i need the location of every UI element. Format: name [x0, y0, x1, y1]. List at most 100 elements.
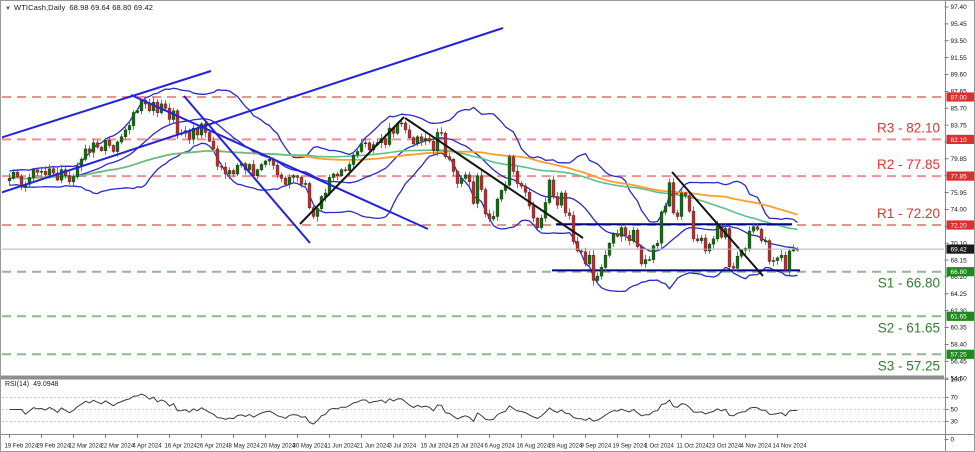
bull-candle — [267, 159, 272, 162]
bull-candle — [287, 177, 292, 185]
bull-candle — [747, 230, 752, 249]
bull-candle — [255, 169, 260, 177]
black-trendline[interactable] — [299, 116, 405, 225]
bear-candle — [335, 173, 340, 176]
black-trendline[interactable] — [404, 117, 584, 239]
bull-candle — [459, 178, 464, 184]
rsi-name: RSI(14) — [5, 381, 30, 388]
price-axis[interactable]: 97.40 95.45 93.50 91.55 89.60 87.65 85.70 83.75… — [944, 4, 975, 444]
bear-candle — [307, 183, 312, 208]
bear-candle — [467, 174, 472, 183]
blue-trendline[interactable] — [0, 27, 504, 194]
rsi-tick-label: 70 — [951, 395, 959, 402]
bear-candle — [511, 156, 516, 172]
bull-candle — [259, 164, 264, 170]
blue-trendline[interactable] — [183, 95, 311, 244]
bull-candle — [127, 125, 132, 131]
date-tick-label: 16 Aug 2024 — [517, 444, 551, 450]
bear-candle — [95, 142, 100, 148]
bull-candle — [119, 136, 124, 143]
bear-candle — [431, 140, 436, 151]
bull-candle — [31, 169, 36, 178]
date-tick-label: 4 Nov 2024 — [741, 444, 772, 450]
bull-candle — [291, 175, 296, 178]
bear-candle — [439, 132, 444, 134]
bull-candle — [131, 112, 136, 126]
bull-candle — [475, 175, 480, 204]
bear-candle — [471, 181, 476, 204]
bull-candle — [191, 127, 196, 140]
bollinger-lower-band — [9, 142, 798, 293]
price-badge — [946, 244, 975, 254]
bull-candle — [303, 183, 308, 185]
bear-candle — [279, 174, 284, 179]
bear-candle — [219, 165, 224, 168]
symbol-dropdown-icon[interactable]: ▼ — [5, 6, 12, 12]
bear-candle — [19, 176, 24, 188]
bull-candle — [715, 225, 720, 240]
bear-candle — [615, 233, 620, 237]
bull-candle — [71, 176, 76, 183]
support-label: S2 - 61.65 — [878, 320, 940, 335]
bear-candle — [111, 145, 116, 152]
bull-candle — [347, 164, 352, 171]
price-tick-label: 58.40 — [951, 342, 968, 349]
price-tick-label: 79.85 — [951, 156, 968, 163]
bull-candle — [491, 216, 496, 220]
bull-candle — [355, 151, 360, 156]
pane-separator[interactable] — [0, 375, 944, 380]
bear-candle — [583, 251, 588, 265]
bear-candle — [35, 169, 40, 173]
bear-candle — [295, 175, 300, 178]
bull-candle — [667, 182, 672, 207]
bear-candle — [407, 129, 412, 138]
blue-trendline[interactable] — [130, 94, 429, 230]
support-label: S3 - 57.25 — [878, 358, 940, 373]
bear-candle — [567, 212, 572, 216]
date-tick-label: 3 Jul 2024 — [389, 444, 417, 450]
bull-candle — [651, 245, 656, 260]
bull-candle — [123, 129, 128, 138]
bull-candle — [587, 255, 592, 265]
blue-trendline[interactable] — [0, 70, 212, 139]
bear-candle — [687, 195, 692, 212]
date-tick-label: 1 Oct 2024 — [645, 444, 675, 450]
price-tick-label: 54.50 — [951, 375, 968, 382]
chart-title: ▼ WTICash,Daily 68.98 69.64 68.80 69.42 — [5, 3, 153, 12]
date-tick-label: 6 Aug 2024 — [485, 444, 516, 450]
bear-candle — [555, 196, 560, 206]
support-resistance-lines: R3 - 82.10 R2 - 77.85 R1 - 72.20 S1 - 66.80… — [2, 96, 944, 373]
resistance-label: R3 - 82.10 — [877, 120, 940, 135]
rsi-tick-label: 30 — [951, 419, 959, 426]
bull-candle — [91, 142, 96, 153]
rsi-tick-label: 100 — [951, 377, 962, 384]
black-trendline[interactable] — [671, 171, 764, 277]
bear-candle — [419, 136, 424, 142]
bear-candle — [231, 170, 236, 175]
bear-candle — [447, 156, 452, 160]
bear-candle — [755, 226, 760, 230]
bull-candle — [463, 174, 468, 179]
bull-candle — [139, 100, 144, 112]
bear-candle — [215, 148, 220, 167]
bear-candle — [767, 240, 772, 262]
bull-candle — [603, 255, 608, 268]
bear-candle — [383, 138, 388, 145]
quote-ohlc-values: 68.98 69.64 68.80 69.42 — [69, 3, 153, 12]
bear-candle — [147, 103, 152, 112]
price-badge-label: 87.00 — [951, 94, 968, 101]
bull-candle — [559, 192, 564, 206]
bull-candle — [771, 260, 776, 262]
date-tick-label: 4 Apr 2024 — [133, 444, 163, 450]
bear-candle — [575, 241, 580, 252]
price-tick-label: 93.50 — [951, 38, 968, 45]
bear-candle — [51, 168, 56, 174]
price-badge — [946, 311, 975, 321]
bull-candle — [499, 190, 504, 200]
bull-candle — [11, 172, 16, 179]
date-tick-label: 16 Apr 2024 — [165, 444, 198, 450]
bear-candle — [703, 237, 708, 252]
bull-candle — [655, 242, 660, 247]
